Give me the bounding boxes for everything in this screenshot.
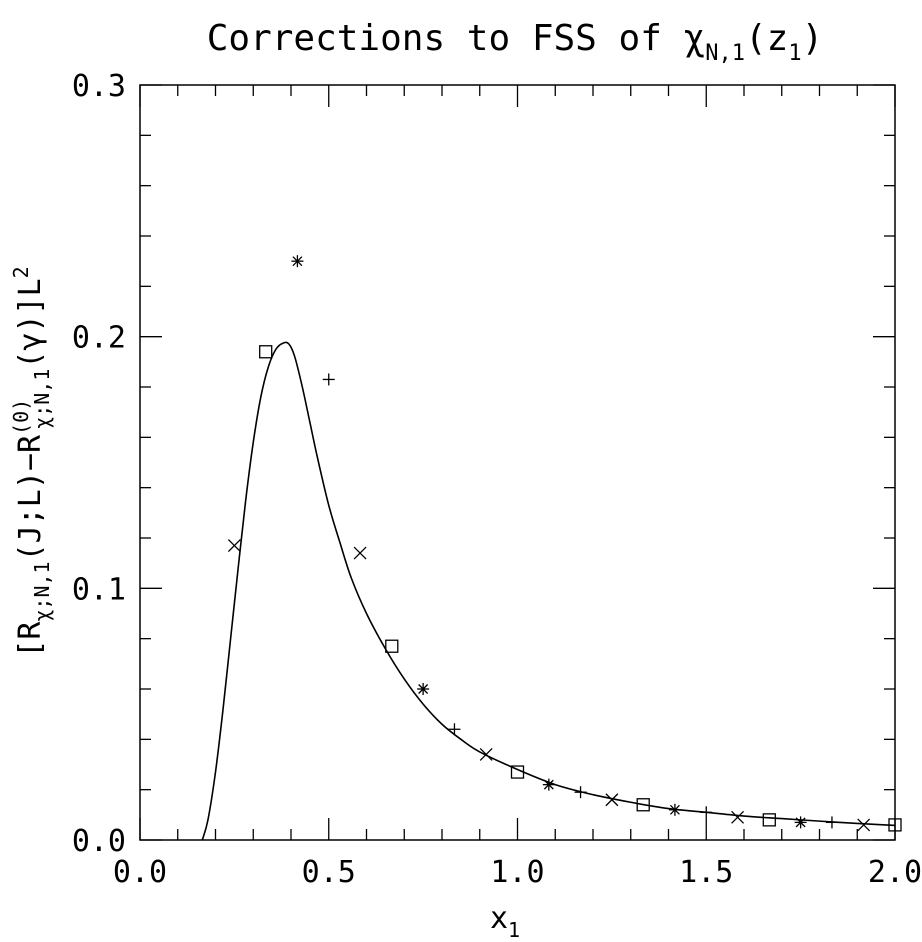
title-sub: N,1 [705,41,745,66]
y-label-p1: [R [13,621,48,658]
x-label-sub: 1 [508,918,520,942]
data-point-plus [574,786,587,799]
x-tick-label: 1.0 [490,855,544,890]
title-arg-open: (z [745,18,788,59]
x-tick-label: 1.5 [679,855,733,890]
data-point-star [542,778,555,791]
y-tick-label: 0.1 [72,572,126,607]
y-label-p2: (J;L)−R [13,434,48,561]
fit-curve [201,341,896,841]
data-point-x [479,747,493,761]
y-label-p1-sub: χ;N,1 [30,561,54,621]
data-point-star [668,803,681,816]
data-point-x [731,810,745,824]
y-tick-label: 0.0 [72,824,126,859]
plot-frame [139,84,896,841]
data-point-square [510,765,525,779]
data-point-square [762,813,776,827]
data-point-square [259,345,273,359]
data-point-plus [700,806,713,819]
x-tick-label: 2.0 [868,855,922,890]
y-tick-label: 0.3 [72,69,126,104]
data-point-plus [825,816,838,829]
y-label-p2-sup: (0) [9,399,33,435]
y-tick-label: 0.2 [72,321,126,356]
x-tick-label: 0.0 [113,855,167,890]
data-point-x [227,539,241,553]
data-point-square [888,818,902,832]
y-label-p3-sup: 2 [9,266,33,278]
data-point-square [385,639,399,653]
y-label-p3: (γ)]L [13,278,48,368]
data-point-x [605,793,619,807]
data-point-x [353,546,367,560]
data-point-star [291,255,304,268]
data-point-plus [322,373,335,386]
ticks-group [139,84,896,841]
x-tick-label: 0.5 [302,855,356,890]
data-point-star [794,816,807,829]
x-label-main: x [490,901,508,936]
x-axis-label: x1 [490,901,520,942]
title-arg-sub: 1 [788,41,801,66]
markers-group [227,255,902,832]
data-point-x [857,818,871,832]
tick-labels-group: 0.0 0.5 1.0 1.5 2.0 0.0 0.1 0.2 0.3 [72,69,922,890]
title-arg-close: ) [802,18,824,59]
chart-title: Corrections to FSS of χN,1(z1) [207,18,824,66]
data-point-plus [448,723,461,736]
y-label-p2-sub: χ;N,1 [30,369,54,429]
title-main: Corrections to FSS of χ [207,18,706,59]
data-point-square [636,798,650,812]
data-point-star [417,683,430,695]
y-axis-label: [Rχ;N,1(J;L)−R(0)χ;N,1(γ)]L2 [9,266,54,657]
